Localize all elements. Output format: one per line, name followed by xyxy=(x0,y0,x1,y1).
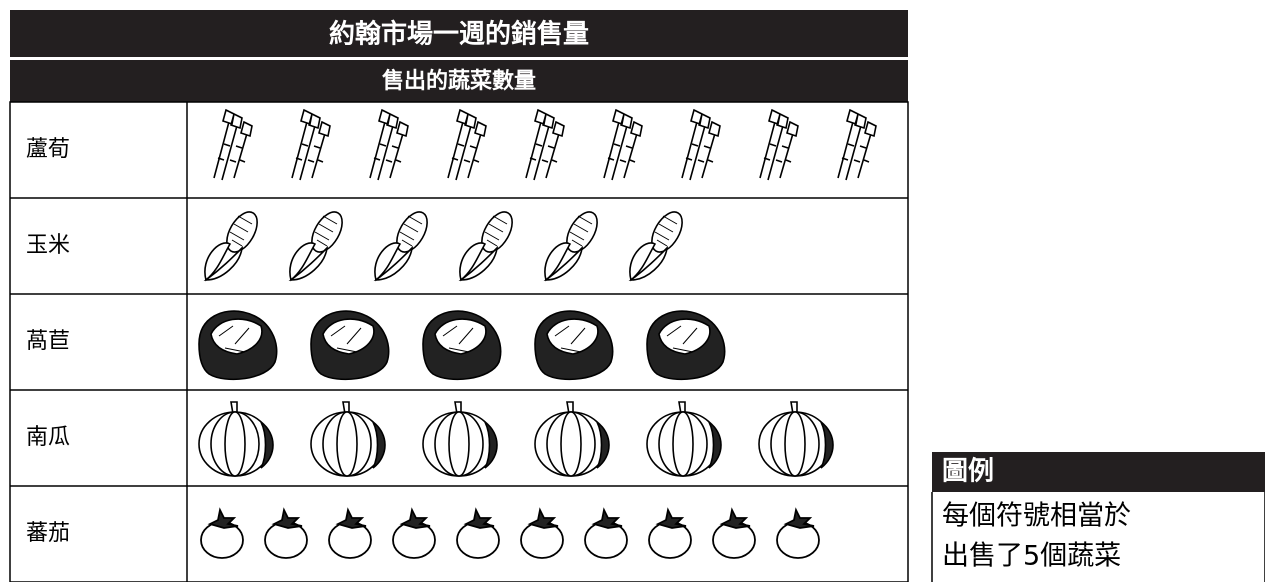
icon xyxy=(422,310,502,381)
icon xyxy=(369,109,409,181)
icon xyxy=(758,401,834,477)
icon-row xyxy=(204,206,690,281)
row-label: 蕃茄 xyxy=(26,521,70,546)
table-border xyxy=(9,101,909,582)
icon xyxy=(681,109,721,181)
icon xyxy=(584,509,628,559)
icon xyxy=(291,109,331,181)
subtitle-bar xyxy=(10,60,908,102)
icon-row xyxy=(200,509,820,559)
row-label: 萵苣 xyxy=(26,329,70,354)
icon xyxy=(837,109,877,181)
icon xyxy=(204,206,265,281)
icon xyxy=(310,310,390,381)
icon xyxy=(422,401,498,477)
row-label: 玉米 xyxy=(26,233,70,258)
chart-subtitle: 售出的蔬菜數量 xyxy=(382,68,536,94)
icon xyxy=(534,401,610,477)
icon xyxy=(200,509,244,559)
icon xyxy=(544,206,605,281)
icon xyxy=(629,206,690,281)
icon xyxy=(776,509,820,559)
legend-text: 每個符號相當於 xyxy=(942,501,1131,532)
icon xyxy=(289,206,350,281)
icon xyxy=(759,109,799,181)
chart-title: 約翰市場一週的銷售量 xyxy=(329,19,589,50)
icon xyxy=(712,509,756,559)
icon xyxy=(459,206,520,281)
icon xyxy=(447,109,487,181)
icon-row xyxy=(213,109,877,181)
icon xyxy=(520,509,564,559)
row-label: 南瓜 xyxy=(26,425,70,450)
icon xyxy=(646,310,726,381)
icon xyxy=(328,509,372,559)
legend-title: 圖例 xyxy=(942,457,994,487)
icon xyxy=(213,109,253,181)
icon-row xyxy=(198,401,834,477)
legend-header xyxy=(932,452,1265,492)
icon xyxy=(264,509,308,559)
row-label: 蘆荀 xyxy=(26,137,70,162)
icon xyxy=(603,109,643,181)
icon xyxy=(198,401,274,477)
icon xyxy=(198,310,278,381)
title-bar xyxy=(10,10,908,57)
icon xyxy=(648,509,692,559)
icon xyxy=(525,109,565,181)
legend-border xyxy=(931,492,1265,582)
icon xyxy=(534,310,614,381)
icon xyxy=(310,401,386,477)
icon xyxy=(392,509,436,559)
icon xyxy=(374,206,435,281)
icon xyxy=(456,509,500,559)
legend-text: 出售了5個蔬菜 xyxy=(942,541,1121,572)
icon-row xyxy=(198,310,726,381)
icon xyxy=(646,401,722,477)
